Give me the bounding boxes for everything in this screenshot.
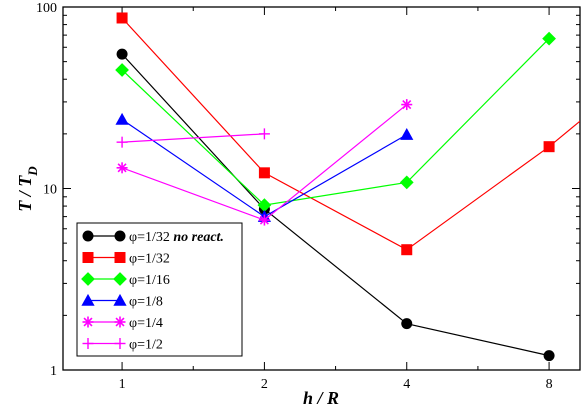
data-point-diamond — [542, 31, 556, 46]
legend-marker-square — [114, 252, 126, 263]
series-line — [121, 38, 550, 206]
x-tick-label: 8 — [546, 377, 553, 392]
data-point-circle — [401, 318, 413, 330]
legend-label: φ=1/4 — [129, 316, 163, 331]
legend-label: φ=1/2 — [129, 338, 163, 353]
y-axis-label-subscript: D — [25, 166, 40, 177]
legend-label-name: φ=1/2 — [129, 338, 163, 353]
legend-label: φ=1/16 — [129, 273, 170, 288]
data-point-triangle — [400, 128, 414, 140]
legend-marker-square — [82, 252, 94, 263]
legend-entry: φ=1/32 no react. — [82, 230, 224, 245]
legend-box — [76, 222, 243, 357]
data-point-plus — [116, 136, 128, 148]
legend-marker-diamond — [113, 272, 127, 286]
legend-label-name: φ=1/32 — [129, 230, 170, 245]
series-layer — [115, 12, 580, 362]
legend-label-name: φ=1/8 — [129, 295, 163, 310]
series-line — [122, 133, 265, 143]
legend-marker-star — [114, 316, 126, 328]
x-axis-label: h / R — [303, 388, 339, 408]
legend-marker-triangle — [113, 293, 127, 306]
legend-marker-circle — [114, 230, 126, 242]
data-point-diamond — [115, 63, 129, 77]
legend-entry: φ=1/16 — [81, 272, 170, 288]
legend-label: φ=1/32 no react. — [129, 230, 224, 245]
legend-marker-triangle — [81, 293, 95, 306]
data-point-circle — [116, 48, 128, 60]
legend-label-name: φ=1/4 — [129, 316, 163, 331]
y-tick-label: 1 — [50, 364, 57, 379]
series-line — [121, 53, 550, 357]
y-tick-label: 10 — [43, 183, 57, 198]
legend-entry: φ=1/2 — [82, 338, 163, 353]
axis-ticks: 1 2 4 8 1 10 100 — [36, 1, 580, 392]
legend-marker-plus — [82, 338, 94, 349]
data-point-triangle — [115, 112, 129, 125]
data-point-star — [258, 214, 270, 226]
legend-entry: φ=1/4 — [82, 316, 163, 331]
legend-label: φ=1/8 — [129, 295, 163, 310]
data-point-diamond — [257, 198, 272, 212]
legend-label-suffix: no react. — [170, 230, 224, 245]
data-point-star — [116, 162, 128, 174]
y-axis-label: T / TD — [15, 166, 40, 212]
legend-label-name: φ=1/32 — [129, 252, 170, 267]
series-5 — [116, 128, 270, 148]
legend-label-name: φ=1/16 — [129, 273, 170, 288]
y-axis-label-main: T / T — [15, 175, 35, 212]
legend-entry: φ=1/32 — [82, 252, 170, 267]
data-point-square — [543, 141, 555, 153]
legend-entry: φ=1/8 — [81, 293, 163, 310]
series-1 — [116, 12, 580, 256]
legend-marker-plus — [114, 338, 126, 349]
data-point-square — [401, 244, 413, 256]
data-point-square — [258, 167, 270, 179]
legend-marker-circle — [82, 230, 94, 242]
legend-marker-star — [82, 316, 94, 328]
legend-marker-diamond — [81, 272, 95, 286]
data-point-square — [116, 12, 128, 24]
x-tick-label: 2 — [261, 377, 268, 392]
series-line — [121, 17, 580, 251]
data-point-circle — [543, 350, 555, 362]
x-tick-label: 1 — [119, 377, 126, 392]
x-tick-label: 4 — [403, 377, 410, 392]
data-point-star — [401, 99, 413, 111]
legend: φ=1/32 no react.φ=1/32φ=1/16φ=1/8φ=1/4φ=… — [76, 222, 243, 357]
y-tick-label: 100 — [36, 1, 57, 16]
data-point-plus — [258, 128, 270, 140]
series-4 — [116, 99, 413, 226]
legend-label: φ=1/32 — [129, 252, 170, 267]
series-2 — [115, 31, 556, 212]
data-point-diamond — [399, 175, 414, 190]
